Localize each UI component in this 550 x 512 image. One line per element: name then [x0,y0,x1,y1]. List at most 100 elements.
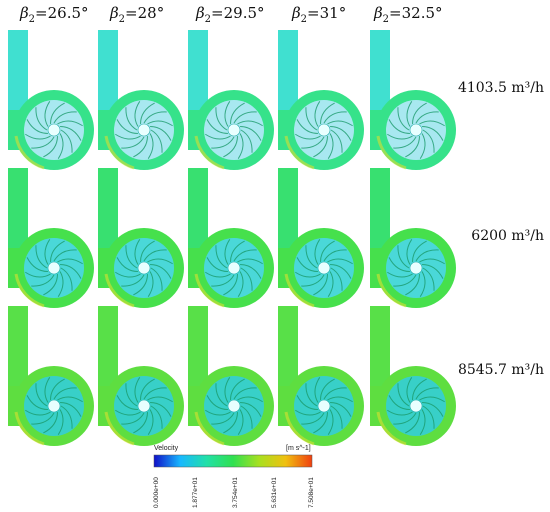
impeller-blade [223,274,238,296]
pump-contour-plot [188,306,274,446]
discharge-pipe [370,306,390,402]
impeller-blade [327,396,353,403]
high-velocity-zone [104,273,135,308]
impeller-blade [422,405,435,429]
impeller-blade [147,271,154,297]
beta-symbol: β [196,4,205,22]
impeller-blade [327,133,334,159]
impeller-blade [387,133,413,140]
impeller-hub [47,123,61,137]
impeller-blade [388,119,410,134]
impeller-blade [116,119,138,134]
impeller-blade [134,239,141,265]
impeller-blade [330,402,352,417]
high-velocity-zone [14,273,45,308]
high-velocity-zone [14,411,45,446]
impeller-blade [50,102,65,124]
impeller-blade [133,274,148,296]
impeller-blade [44,239,51,265]
impeller-blade [211,274,235,287]
high-velocity-zone [284,273,315,308]
impeller-blade [422,402,444,417]
discharge-pipe [8,168,28,264]
impeller-blade [60,126,82,141]
impeller-blade [313,136,328,158]
impeller-hub [409,399,423,413]
impeller-blade [150,264,172,279]
impeller-blade [230,240,245,262]
high-velocity-zone [104,135,135,170]
impeller-blade [295,409,321,416]
impeller-blade [53,387,77,400]
impeller-hub [47,261,61,275]
pump-contour-plot [98,168,184,308]
impeller-blade [237,396,263,403]
impeller-blade [422,264,444,279]
colorbar-tick-label: 3.754e+01 [232,477,239,508]
row-label-1: 4103.5 m³/h [457,80,544,96]
impeller-blade [206,257,228,272]
impeller-blade [26,119,48,134]
impeller-blade [330,264,352,279]
impeller-blade [406,377,413,403]
impeller-blade [143,111,167,124]
impeller-blade [233,249,257,262]
impeller-blade [116,257,138,272]
impeller-blade [393,136,417,149]
impeller-blade [240,267,253,291]
impeller-blade [147,133,154,159]
pump-contour-plot [370,168,456,308]
impeller-blade [313,274,328,296]
impeller-blade [419,409,426,435]
column-value: =28° [125,4,165,22]
impeller-blade [296,257,318,272]
impeller-blade [147,258,173,265]
high-velocity-zone [284,135,315,170]
high-velocity-zone [376,411,407,446]
pump-contour-plot [370,30,456,170]
impeller-blade [320,378,335,400]
impeller-hub [137,123,151,137]
impeller-blade [43,274,58,296]
impeller-blade [206,119,228,134]
impeller-blade [60,129,73,153]
colorbar-title: Velocity [154,445,179,452]
column-header-2: β2=28° [110,4,164,25]
impeller-blade [57,133,64,159]
impeller-hub [47,399,61,413]
impeller-hub [409,123,423,137]
discharge-pipe [188,306,208,402]
impeller-blade [223,136,238,158]
impeller-blade [205,133,231,140]
impeller-blade [44,101,51,127]
discharge-pipe [278,306,298,402]
impeller-blade [43,412,58,434]
impeller-blade [116,395,138,410]
impeller-blade [327,409,334,435]
impeller-blade [295,271,321,278]
impeller-blade [224,377,231,403]
high-velocity-zone [376,273,407,308]
pump-contour-plot [98,30,184,170]
impeller-blade [211,412,235,425]
impeller-blade [60,405,73,429]
discharge-pipe [188,30,208,126]
impeller-blade [419,120,445,127]
impeller-blade [397,107,410,131]
impeller-blade [314,239,321,265]
impeller-blade [224,239,231,265]
impeller-hub [227,261,241,275]
impeller-blade [125,245,138,269]
impeller-hub [317,261,331,275]
impeller-blade [415,111,439,124]
high-velocity-zone [194,273,225,308]
high-velocity-zone [194,135,225,170]
impeller-blade [233,387,257,400]
high-velocity-zone [194,411,225,446]
impeller-blade [211,136,235,149]
impeller-blade [57,120,83,127]
column-value: =29.5° [211,4,265,22]
impeller-blade [301,274,325,287]
impeller-blade [26,395,48,410]
impeller-blade [301,136,325,149]
